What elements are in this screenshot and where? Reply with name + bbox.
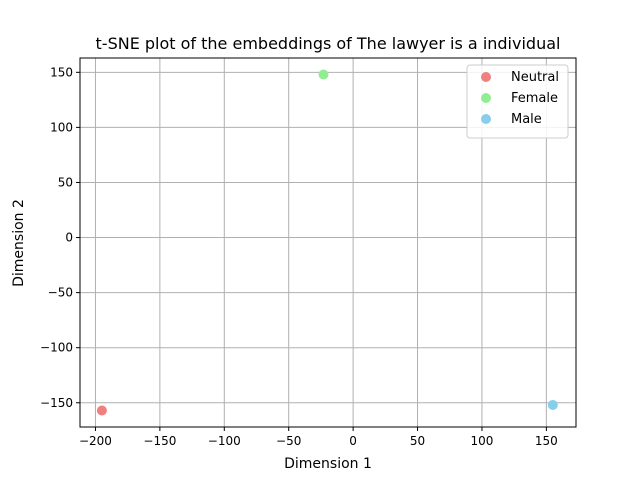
- x-axis-label: Dimension 1: [284, 456, 372, 472]
- x-tick-label: 50: [410, 434, 425, 448]
- legend-box: [466, 64, 569, 139]
- x-tick-label: 100: [471, 434, 494, 448]
- y-axis-ticks: −150 −100 −50 0 50 100 150: [40, 65, 80, 410]
- y-axis-label: Dimension 2: [11, 199, 27, 287]
- x-axis-ticks: −200 −150 −100 −50 0 50 100 150: [79, 427, 558, 448]
- y-tick-label: 50: [58, 175, 73, 189]
- x-tick-label: 0: [349, 434, 357, 448]
- legend-marker-male: [481, 114, 491, 124]
- x-tick-label: 150: [535, 434, 558, 448]
- data-points: [96, 69, 558, 416]
- x-tick-label: −200: [79, 434, 112, 448]
- legend-marker-neutral: [481, 72, 491, 82]
- chart-title: t-SNE plot of the embeddings of The lawy…: [96, 34, 561, 53]
- data-point-neutral: [96, 405, 107, 416]
- legend-marker-female: [481, 93, 491, 103]
- y-tick-label: −50: [48, 286, 73, 300]
- y-tick-label: 0: [65, 231, 73, 245]
- x-tick-label: −150: [143, 434, 176, 448]
- x-tick-label: −100: [208, 434, 241, 448]
- legend-label-female: Female: [511, 91, 558, 106]
- legend-label-male: Male: [511, 112, 542, 127]
- plot-area-frame: [79, 57, 577, 428]
- legend-label-neutral: Neutral: [511, 70, 559, 85]
- y-tick-label: 100: [50, 120, 73, 134]
- legend: Neutral Female Male: [466, 64, 569, 139]
- y-tick-label: −150: [40, 396, 73, 410]
- y-tick-label: −100: [40, 341, 73, 355]
- data-point-female: [318, 69, 329, 80]
- data-point-male: [547, 399, 558, 410]
- x-tick-label: −50: [276, 434, 301, 448]
- y-tick-label: 150: [50, 65, 73, 79]
